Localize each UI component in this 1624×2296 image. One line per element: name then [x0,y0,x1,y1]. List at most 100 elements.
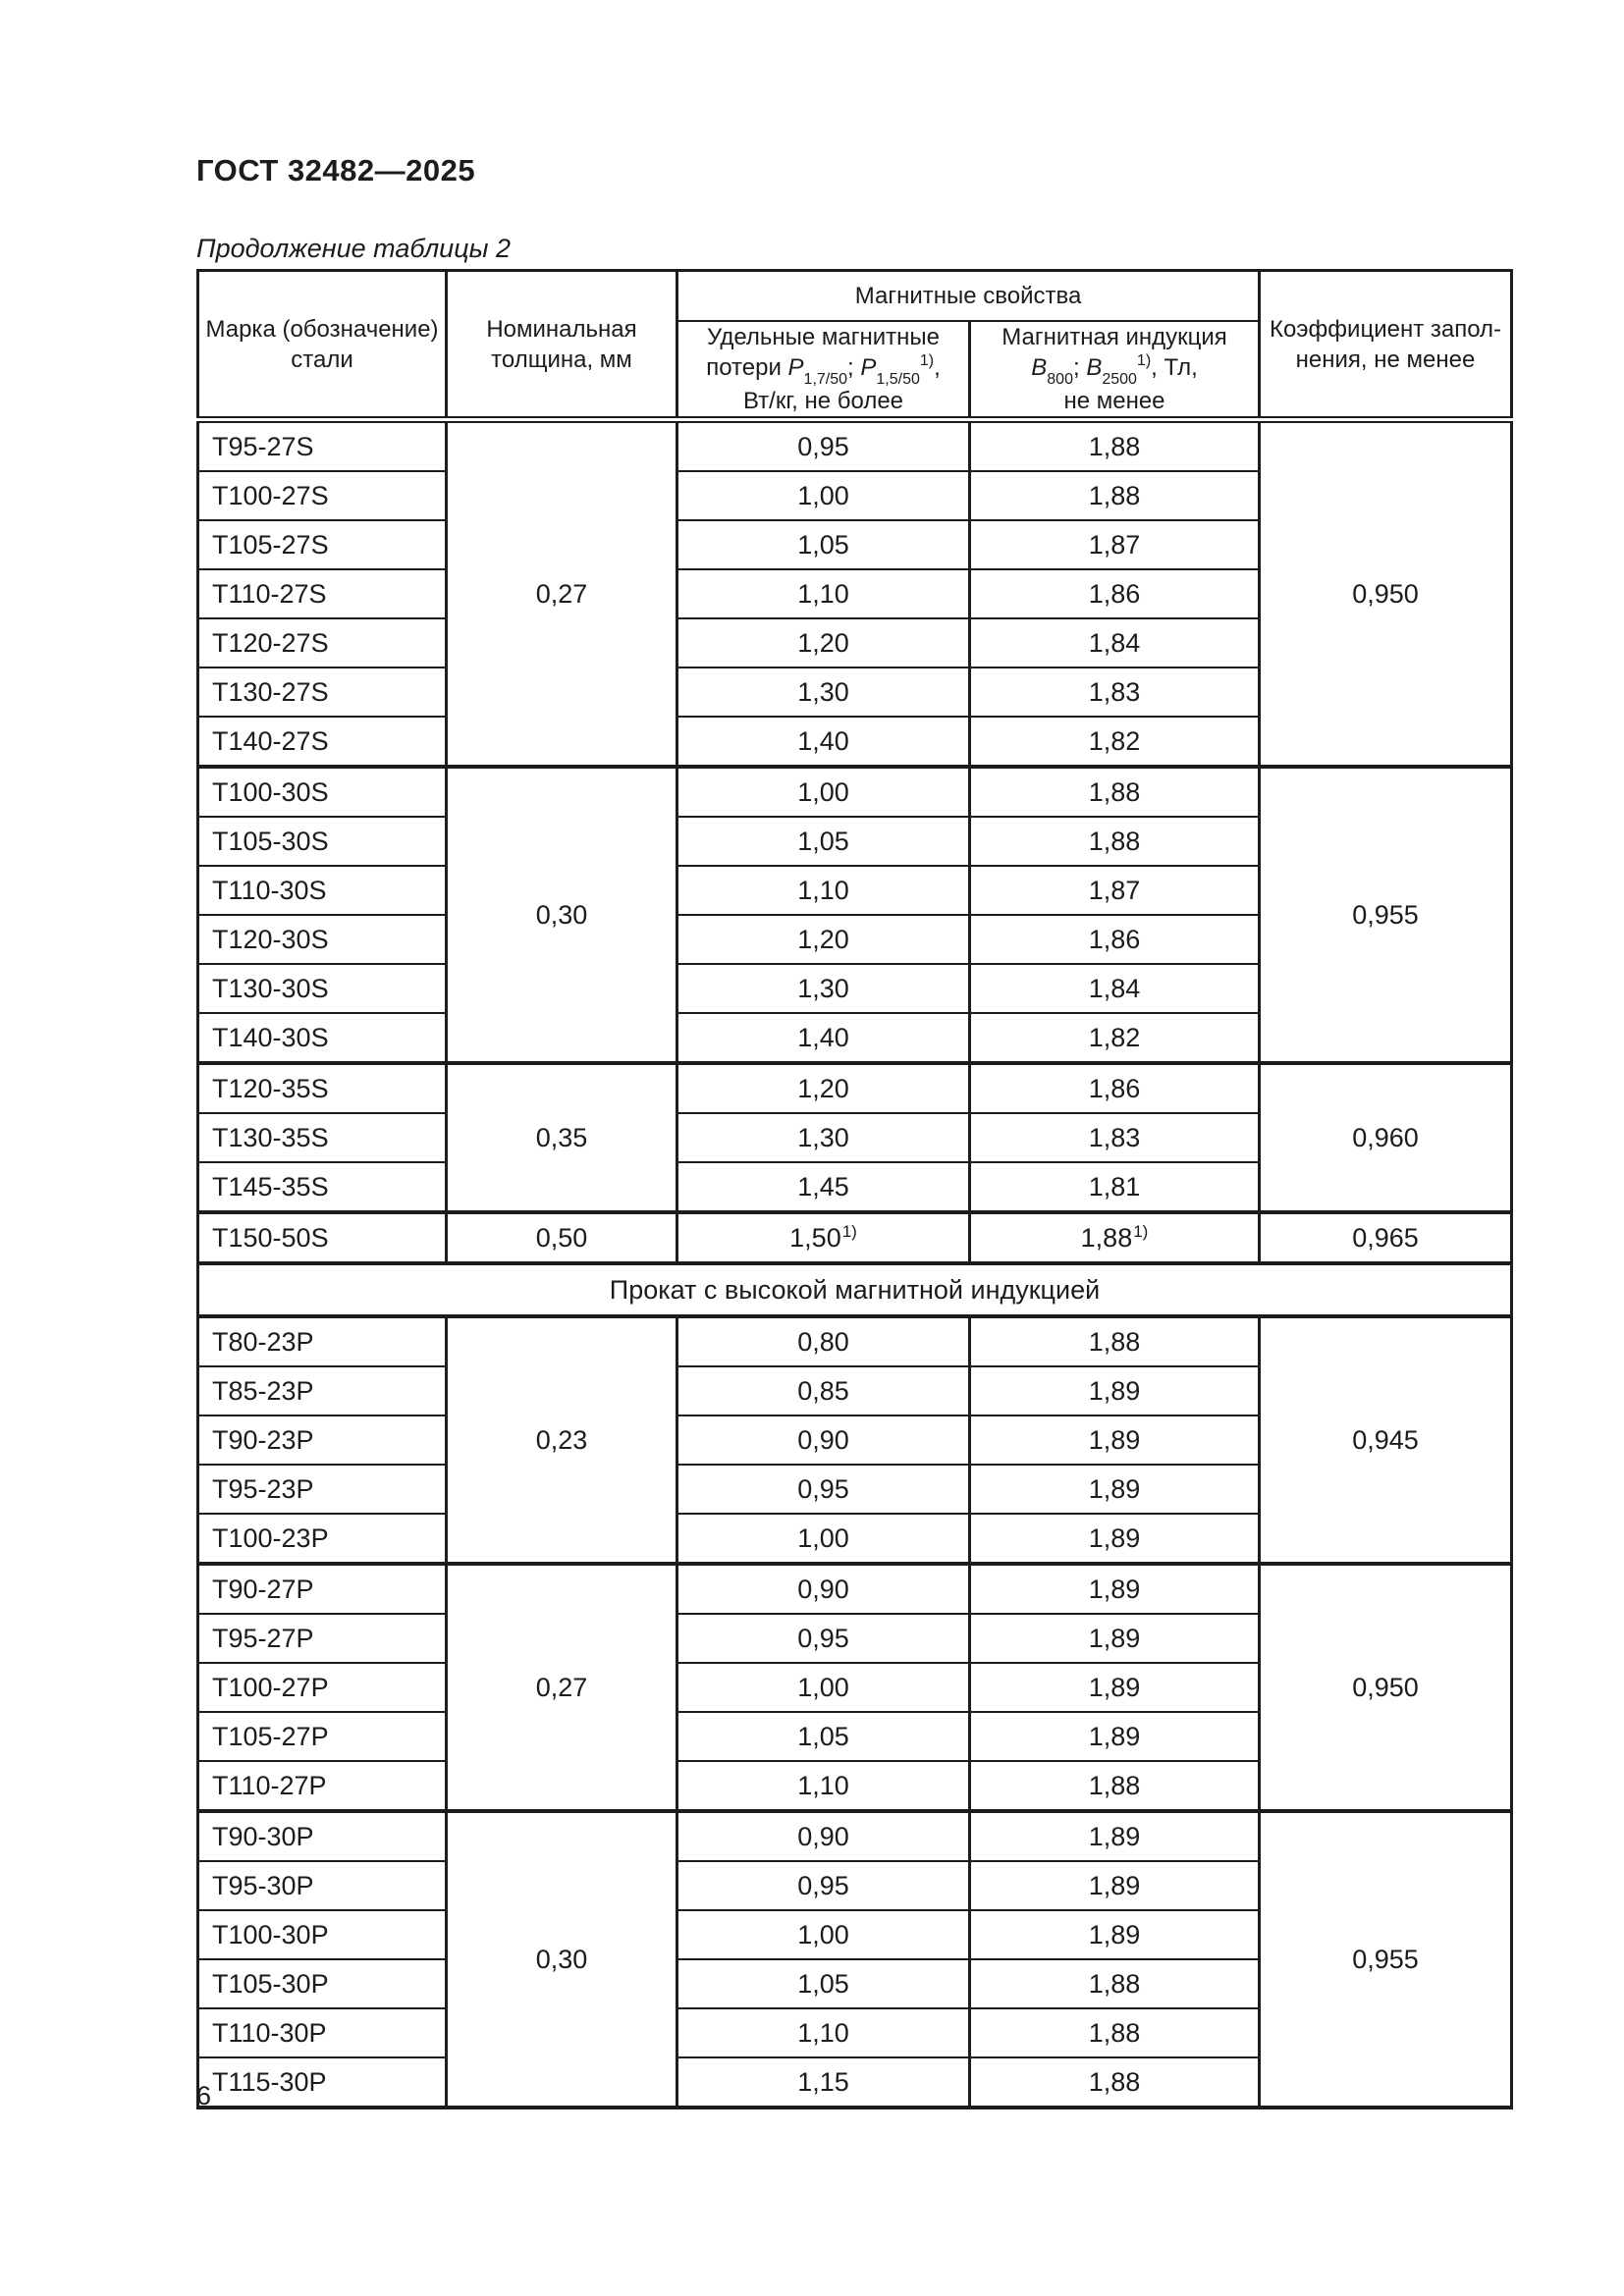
induction-cell: 1,84 [968,617,1261,668]
table-row: T110-30P 1,10 1,88 [196,2007,1512,2058]
induction-cell: 1,88 [968,1760,1261,1812]
induction-cell: 1,88 [968,1958,1261,2009]
loss-cell: 0,90 [676,1415,971,1466]
loss-cell: 1,20 [676,914,971,965]
fill-factor-cell: 0,960 [1258,1061,1513,1213]
grade-cell: T95-23P [196,1464,448,1515]
loss-cell: 0,95 [676,1860,971,1911]
header-thickness-line1: Номинальная [486,315,637,343]
table-row: T120-27S 1,20 1,84 [196,617,1512,668]
induction-cell: 1,82 [968,1012,1261,1064]
loss-cell: 1,00 [676,765,971,818]
section-header-row: Прокат с высокой магнитной индукцией [196,1261,1513,1318]
induction-cell: 1,89 [968,1513,1261,1565]
table-row: T110-30S 1,10 1,87 [196,865,1512,916]
grade-cell: T80-23P [196,1314,448,1367]
induction-cell: 1,81 [968,1161,1261,1213]
induction-cell: 1,87 [968,865,1261,916]
header-specific-losses: Удельные магнитные потери P1,7/50; P1,5/… [676,320,971,423]
grade-cell: T100-30P [196,1909,448,1960]
footnote-ref: 1) [841,1221,857,1241]
table-row: T110-27S 1,10 1,86 [196,568,1512,619]
grade-cell: T90-30P [196,1809,448,1862]
grade-cell: T100-30S [196,765,448,818]
header-fill-factor: Коэффициент запол- нения, не менее [1258,269,1513,423]
grade-cell: T110-30S [196,865,448,916]
loss-cell: 1,10 [676,568,971,619]
induction-cell: 1,88 [968,1314,1261,1367]
symbol-B1: B [1031,354,1048,381]
loss-cell: 1,30 [676,1112,971,1163]
table-row: T110-27P 1,10 1,88 [196,1760,1512,1812]
loss-cell: 1,10 [676,2007,971,2058]
induction-cell: 1,83 [968,1112,1261,1163]
loss-cell: 1,00 [676,1513,971,1565]
loss-cell: 1,10 [676,865,971,916]
table-row: T100-27S 1,00 1,88 [196,470,1512,521]
table-row: T100-23P 1,00 1,89 [196,1513,1512,1565]
grade-cell: T110-27P [196,1760,448,1812]
table-row: T85-23P 0,85 1,89 [196,1365,1512,1416]
fill-factor-cell: 0,955 [1258,765,1513,1064]
table-row: T145-35S 1,45 1,81 [196,1161,1512,1213]
induction-cell: 1,88 [968,417,1261,472]
grade-cell: T120-35S [196,1061,448,1114]
fill-factor-cell: 0,965 [1258,1210,1513,1264]
header-grade: Марка (обозначение) стали [196,269,448,423]
thickness-cell: 0,50 [445,1210,678,1264]
symbol-B2: B [1086,354,1103,381]
loss-cell: 1,45 [676,1161,971,1213]
table-row: T115-30P 1,15 1,88 [196,2056,1512,2109]
header-row-top: Марка (обозначение) стали Номинальная то… [196,269,1513,423]
steel-grades-table: Марка (обозначение) стали Номинальная то… [196,269,1513,2109]
table-row: T100-30S 0,30 1,00 1,88 0,955 [196,765,1513,1064]
loss-cell: 1,15 [676,2056,971,2109]
table-row: T90-23P 0,90 1,89 [196,1415,1512,1466]
grade-cell: T140-27S [196,716,448,768]
fill-factor-cell: 0,945 [1258,1314,1513,1565]
grade-cell: T105-30S [196,816,448,867]
grade-cell: T100-27S [196,470,448,521]
table-header: Марка (обозначение) стали Номинальная то… [196,269,1513,423]
thickness-cell: 0,30 [445,1809,678,2109]
loss-cell: 1,05 [676,1958,971,2009]
induction-cell: 1,86 [968,914,1261,965]
doc-number: ГОСТ 32482—2025 [196,153,476,187]
table-row: T120-30S 1,20 1,86 [196,914,1512,965]
loss-cell: 1,501) [676,1210,971,1264]
induction-cell: 1,89 [968,1613,1261,1664]
grade-cell: T120-30S [196,914,448,965]
loss-cell: 1,30 [676,667,971,718]
loss-cell: 1,05 [676,519,971,570]
grade-cell: T95-27S [196,417,448,472]
loss-cell: 1,00 [676,1662,971,1713]
induction-cell: 1,89 [968,1662,1261,1713]
induction-cell: 1,88 [968,816,1261,867]
thickness-cell: 0,30 [445,765,678,1064]
footnote-ref: 1) [1136,352,1152,369]
header-grade-line2: стали [291,346,353,373]
grade-cell: T100-23P [196,1513,448,1565]
table-row: T105-30P 1,05 1,88 [196,1958,1512,2009]
grade-cell: T95-30P [196,1860,448,1911]
induction-cell: 1,89 [968,1860,1261,1911]
table-row: T130-30S 1,30 1,84 [196,963,1512,1014]
table-row: T95-27P 0,95 1,89 [196,1613,1512,1664]
induction-cell: 1,88 [968,2007,1261,2058]
induction-cell: 1,89 [968,1711,1261,1762]
grade-cell: T130-35S [196,1112,448,1163]
grade-cell: T150-50S [196,1210,448,1264]
table-row: T100-27P 1,00 1,89 [196,1662,1512,1713]
header-losses-line1: Удельные магнитные [706,324,941,350]
loss-cell: 0,90 [676,1562,971,1615]
table-row: T130-27S 1,30 1,83 [196,667,1512,718]
loss-cell: 1,05 [676,816,971,867]
induction-cell: 1,89 [968,1365,1261,1416]
table-row: T120-35S 0,35 1,20 1,86 0,960 [196,1061,1513,1213]
table-row: T150-50S 0,50 1,501) 1,881) 0,965 [196,1210,1513,1264]
induction-cell: 1,86 [968,1061,1261,1114]
fill-factor-cell: 0,950 [1258,1562,1513,1812]
induction-cell: 1,89 [968,1415,1261,1466]
loss-cell: 1,20 [676,617,971,668]
